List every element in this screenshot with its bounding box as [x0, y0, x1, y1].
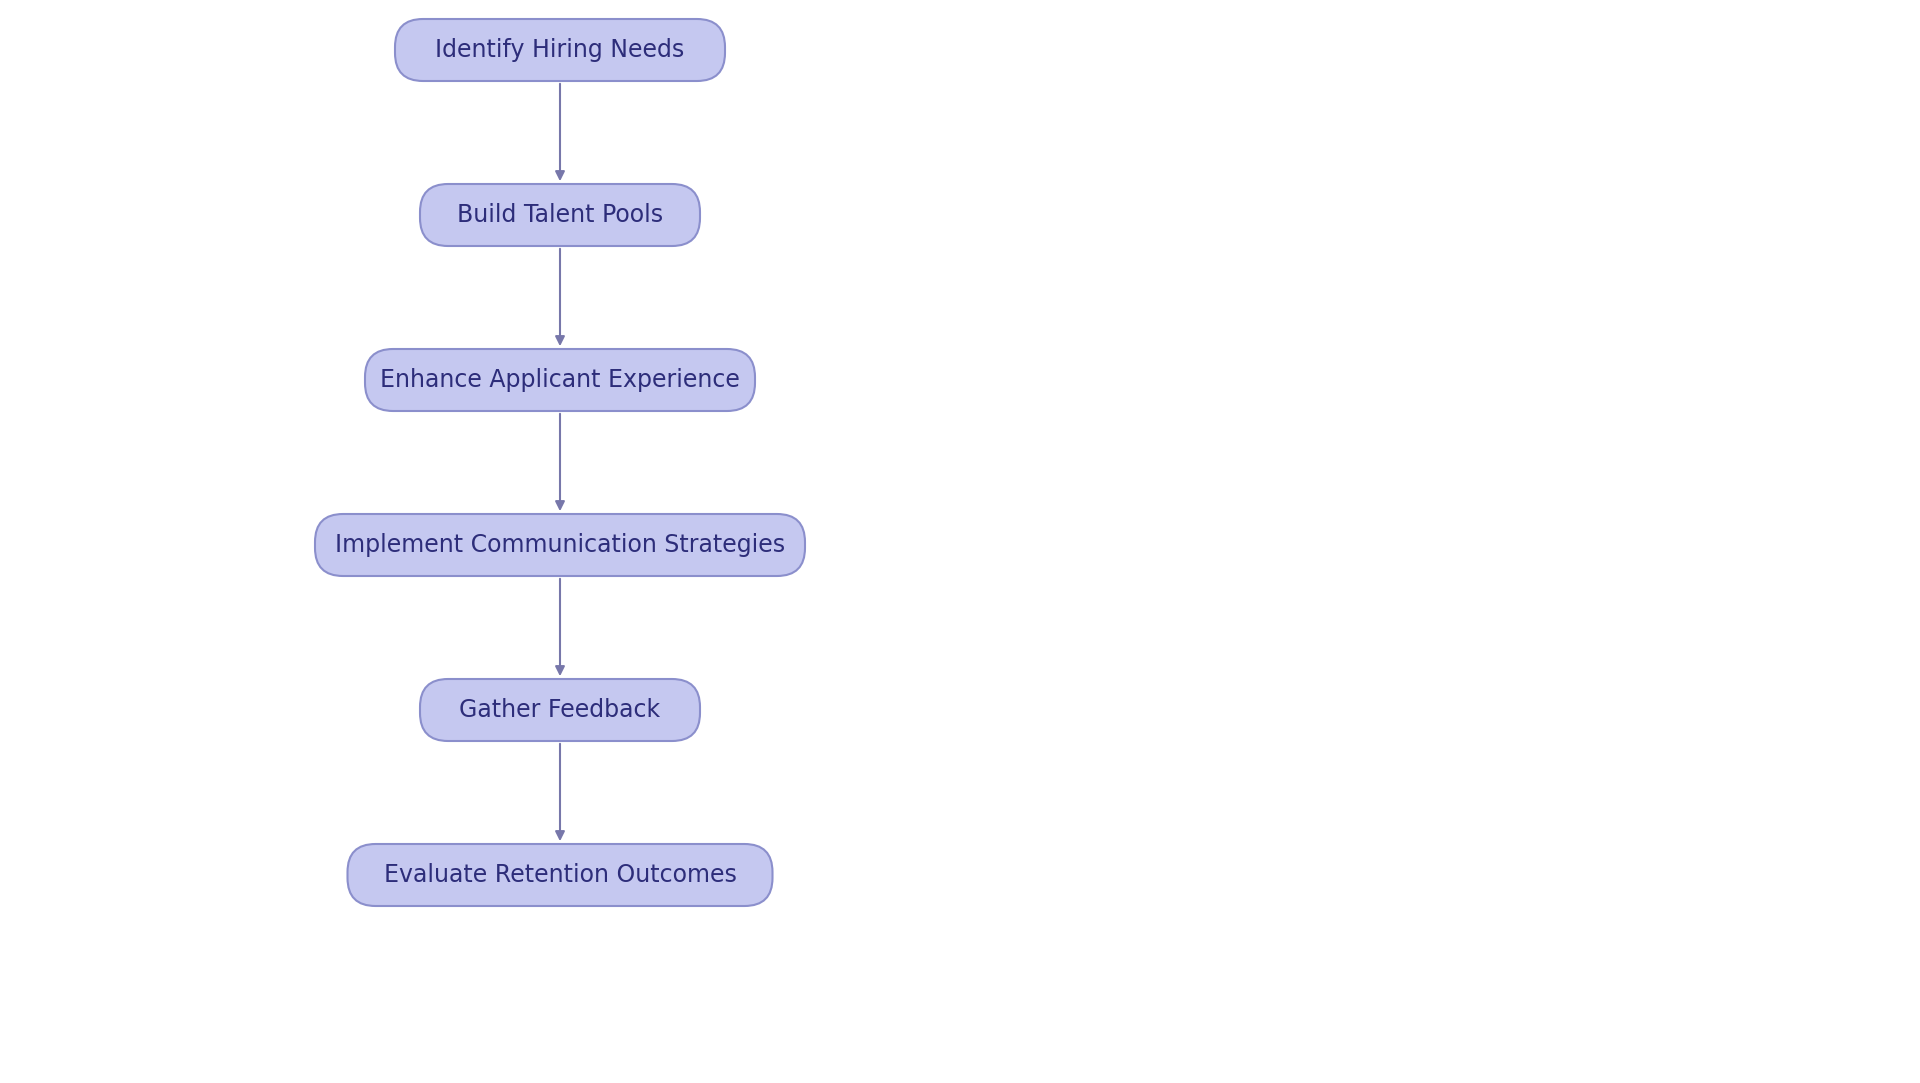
- FancyBboxPatch shape: [348, 844, 772, 906]
- FancyBboxPatch shape: [315, 514, 804, 576]
- Text: Enhance Applicant Experience: Enhance Applicant Experience: [380, 368, 739, 392]
- Text: Evaluate Retention Outcomes: Evaluate Retention Outcomes: [384, 863, 737, 887]
- Text: Implement Communication Strategies: Implement Communication Strategies: [334, 533, 785, 557]
- Text: Identify Hiring Needs: Identify Hiring Needs: [436, 38, 685, 62]
- FancyBboxPatch shape: [420, 184, 701, 246]
- FancyBboxPatch shape: [396, 19, 726, 81]
- FancyBboxPatch shape: [365, 349, 755, 412]
- Text: Build Talent Pools: Build Talent Pools: [457, 203, 662, 227]
- Text: Gather Feedback: Gather Feedback: [459, 699, 660, 722]
- FancyBboxPatch shape: [420, 679, 701, 741]
